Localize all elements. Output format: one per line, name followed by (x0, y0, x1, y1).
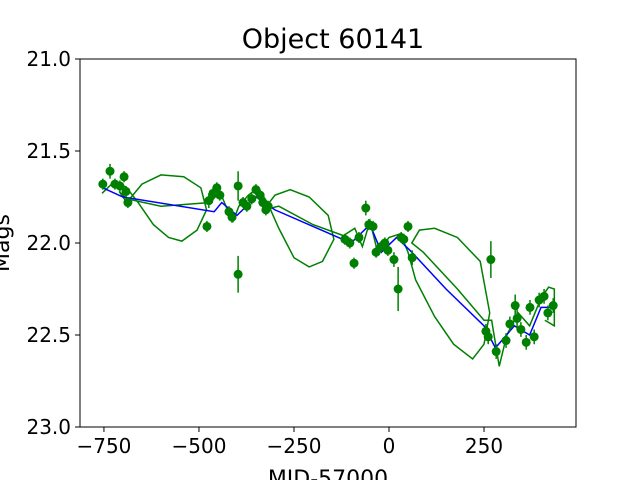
data-point (543, 308, 553, 318)
data-point (491, 347, 501, 357)
x-tick-label: −500 (171, 434, 226, 458)
data-point (227, 212, 237, 222)
data-point (389, 255, 399, 265)
data-point (505, 319, 515, 329)
data-point (407, 253, 417, 263)
data-point (123, 198, 133, 208)
data-point (483, 332, 493, 342)
y-tick-label: 21.5 (26, 139, 71, 163)
data-point (501, 336, 511, 346)
data-point (121, 186, 131, 196)
model-line (102, 187, 553, 350)
data-point (98, 179, 108, 189)
data-point (361, 203, 371, 213)
y-tick-label: 21.0 (26, 47, 71, 71)
data-point (215, 190, 225, 200)
data-point (349, 258, 359, 268)
x-tick-label: −250 (267, 434, 322, 458)
x-tick-label: −750 (76, 434, 131, 458)
data-point (383, 245, 393, 255)
chart-title: Object 60141 (242, 24, 424, 55)
data-point (539, 291, 549, 301)
x-axis-label: MJD-57000 (268, 467, 388, 480)
y-axis-label: Mags (0, 214, 15, 272)
y-tick-label: 22.5 (26, 323, 71, 347)
data-point (393, 284, 403, 294)
data-point (380, 238, 390, 248)
y-tick-label: 23.0 (26, 415, 71, 439)
data-point (233, 269, 243, 279)
data-point (548, 301, 558, 311)
data-point (486, 255, 496, 265)
data-point (345, 238, 355, 248)
plot-frame (79, 58, 577, 428)
data-point (521, 337, 531, 347)
data-point (516, 324, 526, 334)
data-point (354, 232, 364, 242)
data-point (204, 196, 214, 206)
data-point (368, 221, 378, 231)
data-point (242, 201, 252, 211)
data-point (119, 172, 129, 182)
data-point (525, 302, 535, 312)
data-point (115, 181, 125, 191)
x-tick-label: 0 (383, 434, 396, 458)
data-point (512, 313, 522, 323)
data-point (202, 221, 212, 231)
data-point (212, 183, 222, 193)
x-tick-label: 250 (465, 434, 503, 458)
data-point (247, 194, 257, 204)
data-point (105, 166, 115, 176)
data-point (529, 332, 539, 342)
data-point (399, 234, 409, 244)
data-point (233, 181, 243, 191)
data-point (263, 201, 273, 211)
y-tick-label: 22.0 (26, 231, 71, 255)
data-point (403, 221, 413, 231)
data-point (510, 301, 520, 311)
